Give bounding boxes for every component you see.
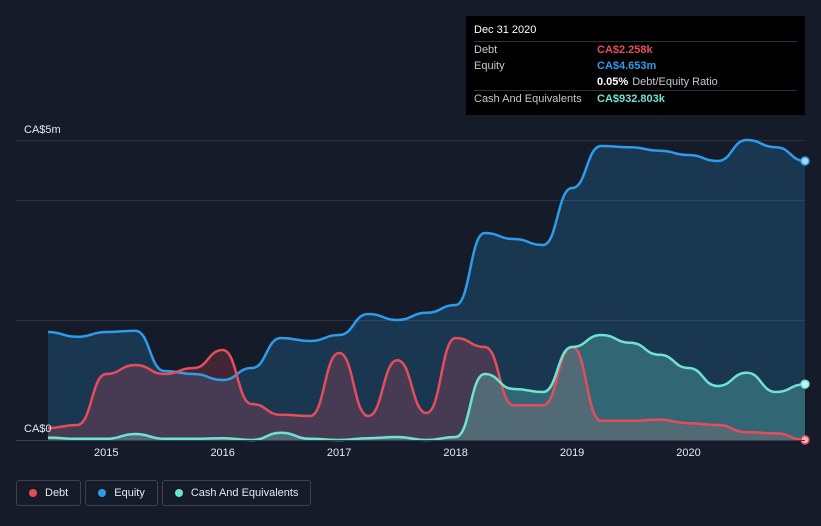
equity-area: [48, 140, 805, 440]
debt-area: [48, 338, 805, 440]
tooltip-label: Equity: [474, 60, 505, 72]
series-end-markers: [800, 156, 810, 445]
tooltip-label: Debt: [474, 44, 498, 56]
legend-label: Equity: [114, 487, 145, 499]
legend-item-debt[interactable]: Debt: [16, 480, 82, 506]
series-lines: [47, 138, 806, 442]
debt-dot-icon: [29, 489, 37, 497]
tooltip-row-ratio: 0.05% Debt/Equity Ratio: [474, 74, 797, 90]
y-axis-bottom-label: CA$0: [24, 423, 52, 435]
tooltip-label: Cash And Equivalents: [474, 93, 582, 105]
debt-line: [47, 336, 806, 442]
equity-end-marker: [800, 156, 810, 166]
x-tick-label: 2015: [94, 447, 118, 459]
cash-and-equivalents-end-marker: [800, 379, 810, 389]
x-tick-label: 2019: [560, 447, 584, 459]
tooltip-date: Dec 31 2020: [474, 24, 537, 36]
gridlines: [16, 140, 805, 321]
tooltip-row-equity: Equity CA$4.653m: [474, 58, 797, 74]
x-tick-label: 2018: [443, 447, 467, 459]
legend-label: Cash And Equivalents: [190, 487, 299, 499]
cash-and-equivalents-line: [47, 333, 806, 442]
tooltip-value-cash: CA$932.803k: [597, 93, 665, 105]
tooltip-row-cash: Cash And Equivalents CA$932.803k: [474, 90, 797, 107]
y-axis-top-label: CA$5m: [24, 124, 61, 136]
cash-and-equivalents-area: [48, 335, 805, 440]
tooltip-value-ratio: 0.05%: [597, 76, 629, 88]
series-areas: [48, 140, 805, 440]
tooltip-panel: Dec 31 2020 Debt CA$2.258k Equity CA$4.6…: [466, 16, 805, 115]
legend-label: Debt: [45, 487, 69, 499]
debt-end-marker: [800, 435, 810, 445]
x-axis-ticks: 2015 2016 2017 2018 2019 2020: [94, 447, 701, 459]
tooltip-value-debt: CA$2.258k: [597, 44, 653, 56]
legend-item-cash[interactable]: Cash And Equivalents: [161, 480, 312, 506]
x-tick-label: 2017: [327, 447, 351, 459]
cash-dot-icon: [174, 489, 183, 497]
tooltip-ratio-label: Debt/Equity Ratio: [632, 76, 718, 88]
x-tick-label: 2020: [676, 447, 700, 459]
legend: Debt Equity Cash And Equivalents: [16, 480, 312, 506]
x-tick-label: 2016: [210, 447, 234, 459]
legend-item-equity[interactable]: Equity: [85, 480, 158, 506]
chart: CA$5m CA$0 2015 2016 2017 2018 2019 2020: [16, 124, 810, 459]
equity-dot-icon: [98, 489, 107, 497]
tooltip-value-equity: CA$4.653m: [597, 60, 657, 72]
tooltip-row-debt: Debt CA$2.258k: [474, 41, 797, 58]
